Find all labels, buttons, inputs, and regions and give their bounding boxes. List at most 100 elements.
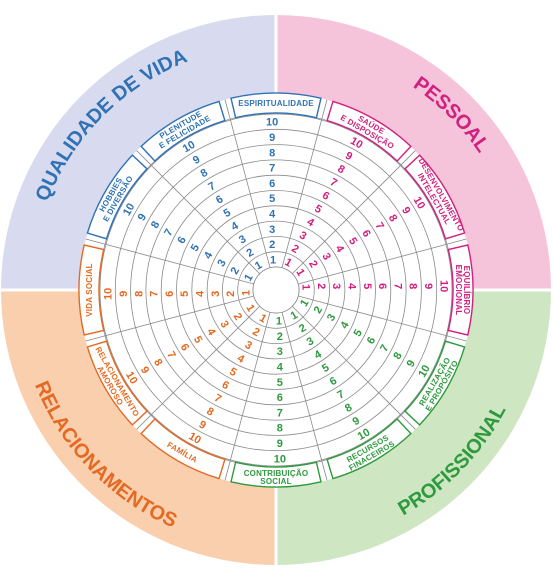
spoke-line (136, 150, 261, 275)
grid-ring (145, 159, 407, 421)
scale-number: 10 (266, 117, 278, 129)
scale-number: 2 (306, 259, 319, 270)
scale-number: 3 (217, 319, 230, 330)
area-box (404, 340, 466, 426)
scale-number: 2 (269, 239, 275, 251)
scale-number: 9 (351, 415, 362, 428)
scale-number: 8 (277, 423, 283, 435)
scale-number: 6 (164, 291, 176, 297)
scale-number: 9 (405, 358, 418, 369)
spoke-line (224, 99, 271, 268)
scale-number: 7 (164, 349, 177, 360)
scale-number: 9 (197, 419, 208, 432)
scale-number: 8 (386, 213, 399, 224)
area-label: ESPIRITUALIDADE (238, 99, 314, 108)
scale-number: 9 (136, 212, 149, 223)
scale-number: 6 (214, 193, 225, 206)
spoke-line (298, 238, 467, 285)
scale-number: 8 (204, 405, 215, 418)
scale-number: 5 (179, 291, 191, 297)
scale-number: 8 (343, 401, 354, 414)
scale-number: 8 (151, 357, 164, 368)
area-label-line: EQUILÍBRIO (462, 266, 471, 315)
scale-number: 1 (253, 259, 264, 272)
area-box (140, 100, 226, 162)
scale-number: 9 (399, 205, 412, 216)
scale-number: 4 (269, 209, 276, 221)
grid-ring (206, 220, 346, 360)
scale-number: 5 (269, 193, 275, 205)
scale-number: 1 (243, 303, 256, 314)
spoke-line (224, 312, 271, 481)
area-label: VIDA SOCIAL (85, 263, 94, 316)
area-label-line: VIDA SOCIAL (85, 263, 94, 316)
spoke-line (298, 295, 467, 342)
scale-number: 4 (195, 290, 207, 297)
area-box (78, 244, 105, 336)
scale-number: 7 (162, 227, 175, 238)
scale-number: 6 (175, 235, 188, 246)
spoke-line (281, 312, 328, 481)
spoke-line (85, 295, 254, 342)
grid-ring (176, 190, 376, 390)
scale-number: 3 (330, 283, 342, 289)
grid-ring (114, 128, 438, 452)
area-label-line: CONTRIBUIÇÃO (244, 469, 309, 478)
scale-number: 8 (199, 167, 210, 180)
scale-number: 5 (312, 203, 323, 216)
scale-number: 2 (289, 243, 300, 256)
scale-number: 10 (356, 426, 373, 443)
scale-number: 8 (407, 283, 419, 289)
scale-number: 1 (242, 272, 255, 283)
scale-number: 9 (118, 291, 130, 297)
grid-ring (99, 113, 453, 467)
scale-number: 7 (269, 163, 275, 175)
scale-number: 7 (328, 176, 339, 189)
scale-number: 4 (345, 283, 357, 290)
scale-number: 1 (270, 254, 276, 266)
scale-number: 9 (138, 365, 151, 376)
area-box (86, 340, 148, 426)
scale-number: 6 (376, 283, 388, 289)
scale-number: 1 (298, 298, 311, 309)
area-box (326, 100, 412, 162)
area-box (230, 92, 322, 119)
scale-number: 10 (411, 195, 428, 212)
scale-number: 6 (178, 342, 191, 353)
scale-number: 2 (297, 322, 308, 335)
scale-number: 2 (277, 331, 283, 343)
scale-number: 10 (123, 370, 140, 387)
scale-number: 10 (103, 288, 115, 300)
scale-number: 9 (422, 283, 434, 289)
scale-number: 2 (312, 304, 325, 315)
area-box (230, 461, 322, 488)
area-box (140, 418, 226, 480)
scale-number: 7 (206, 180, 217, 193)
grid-ring (130, 144, 422, 436)
grid-ring (191, 205, 361, 375)
scale-number: 10 (186, 430, 203, 447)
scale-number: 8 (133, 291, 145, 297)
scale-number: 1 (276, 316, 282, 328)
scale-number: 6 (328, 375, 339, 388)
scale-number: 9 (191, 154, 202, 167)
scale-number: 8 (149, 219, 162, 230)
scale-number: 10 (274, 453, 286, 465)
scale-number: 3 (210, 291, 222, 297)
scale-number: 7 (149, 291, 161, 297)
scale-number: 7 (212, 392, 223, 405)
scale-number: 2 (231, 311, 244, 322)
scale-number: 10 (416, 363, 433, 380)
scale-number: 6 (359, 228, 372, 239)
scale-number: 2 (245, 246, 256, 259)
grid-lines (85, 99, 467, 481)
scale-number: 6 (365, 335, 378, 346)
scale-number: 3 (243, 339, 254, 352)
scale-number: 3 (269, 224, 275, 236)
scale-number: 3 (305, 335, 316, 348)
scale-number: 7 (372, 220, 385, 231)
area-label-line: SOCIAL (260, 477, 291, 486)
scale-number: 9 (277, 438, 283, 450)
